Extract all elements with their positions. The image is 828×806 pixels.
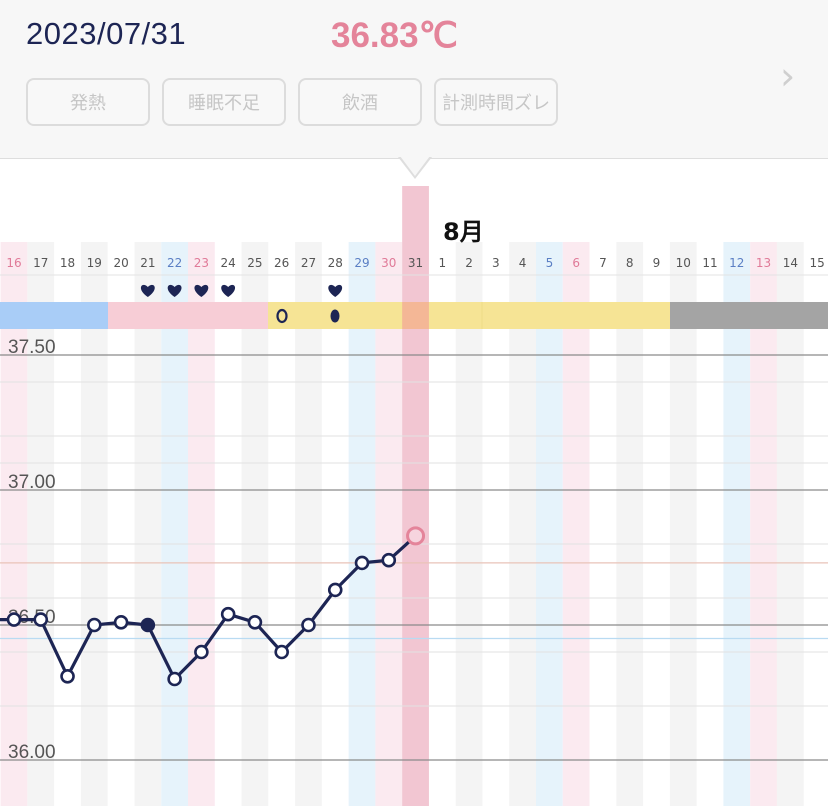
record-temperature: 36.83℃ (331, 16, 458, 55)
day-column (562, 242, 590, 806)
day-column (776, 242, 804, 806)
day-label[interactable]: 27 (301, 256, 316, 270)
day-label[interactable]: 3 (492, 256, 500, 270)
day-label[interactable]: 6 (572, 256, 580, 270)
day-label[interactable]: 4 (519, 256, 527, 270)
ovulation-predicted-icon (276, 308, 288, 324)
temperature-point[interactable] (381, 552, 397, 568)
day-label[interactable]: 25 (247, 256, 262, 270)
temperature-point[interactable] (140, 617, 156, 633)
temperature-point[interactable] (167, 671, 182, 687)
tag-fever-button[interactable]: 発熱 (26, 78, 150, 126)
day-label[interactable]: 9 (653, 256, 661, 270)
record-header: 2023/07/31 36.83℃ 発熱 睡眠不足 飲酒 計測時間ズレ › (0, 0, 828, 159)
temperature-point[interactable] (6, 612, 22, 627)
day-label[interactable]: 15 (809, 256, 824, 270)
day-column (669, 242, 697, 806)
tag-sleep-deprivation-button[interactable]: 睡眠不足 (162, 78, 286, 126)
day-label[interactable]: 5 (546, 256, 554, 270)
day-column (80, 242, 108, 806)
day-label[interactable]: 14 (783, 256, 798, 270)
phase-bar-period[interactable] (0, 302, 108, 329)
day-label[interactable]: 23 (194, 256, 209, 270)
day-label[interactable]: 8 (626, 256, 634, 270)
tag-drinking-button[interactable]: 飲酒 (298, 78, 422, 126)
heart-icon (328, 284, 343, 297)
day-column (0, 242, 28, 806)
day-pointer-fill (400, 156, 430, 176)
day-label[interactable]: 24 (221, 256, 236, 270)
day-column (723, 242, 751, 806)
y-tick-label: 36.00 (8, 742, 56, 763)
day-label[interactable]: 26 (274, 256, 289, 270)
day-label[interactable]: 19 (87, 256, 102, 270)
y-tick-label: 37.00 (8, 472, 56, 493)
day-label[interactable]: 16 (6, 256, 21, 270)
day-label[interactable]: 30 (381, 256, 396, 270)
day-column (134, 242, 162, 806)
record-date: 2023/07/31 (26, 16, 187, 51)
heart-icon (194, 284, 209, 297)
chevron-right-icon[interactable]: › (780, 54, 796, 98)
heart-icon (221, 284, 236, 297)
day-column (375, 242, 403, 806)
day-label[interactable]: 18 (60, 256, 75, 270)
day-label[interactable]: 22 (167, 256, 182, 270)
day-label[interactable]: 21 (140, 256, 155, 270)
day-label[interactable]: 20 (113, 256, 128, 270)
selected-day-band[interactable] (402, 186, 429, 806)
day-label[interactable]: 7 (599, 256, 607, 270)
day-label[interactable]: 17 (33, 256, 48, 270)
temperature-point[interactable] (113, 614, 129, 630)
day-label[interactable]: 10 (676, 256, 691, 270)
temperature-point[interactable] (33, 612, 49, 627)
month-label: 8月 (443, 218, 484, 246)
day-column (27, 242, 55, 806)
temperature-point[interactable] (274, 644, 290, 660)
phase-bar-selected (402, 302, 429, 329)
day-label[interactable]: 28 (328, 256, 343, 270)
temperature-point[interactable] (220, 606, 236, 622)
day-column (188, 242, 215, 806)
temperature-point[interactable] (60, 668, 75, 684)
day-column (536, 242, 563, 806)
day-label[interactable]: 2 (465, 256, 473, 270)
day-label[interactable]: 12 (729, 256, 744, 270)
temperature-point[interactable] (301, 617, 316, 633)
day-column (241, 242, 269, 806)
temperature-point[interactable] (327, 582, 343, 598)
day-label[interactable]: 1 (438, 256, 446, 270)
day-column (616, 242, 644, 806)
tag-time-deviation-button[interactable]: 計測時間ズレ (434, 78, 558, 126)
day-label[interactable]: 11 (702, 256, 717, 270)
phase-bar-predicted[interactable] (670, 302, 828, 329)
temperature-point[interactable] (354, 555, 370, 571)
day-column (161, 242, 189, 806)
day-column (455, 242, 483, 806)
selected-temperature-point[interactable] (406, 526, 426, 546)
day-column (295, 242, 322, 806)
day-column (509, 242, 537, 806)
temperature-point[interactable] (87, 617, 102, 633)
heart-icon (167, 284, 182, 297)
day-label[interactable]: 31 (408, 256, 423, 270)
y-tick-label: 37.50 (8, 337, 56, 358)
day-label[interactable]: 13 (756, 256, 771, 270)
day-column (348, 242, 376, 806)
ovulation-icon (330, 309, 340, 323)
day-label[interactable]: 29 (354, 256, 369, 270)
temperature-point[interactable] (194, 644, 209, 660)
phase-bar-follicular[interactable] (108, 302, 268, 329)
day-column (750, 242, 777, 806)
heart-icon (140, 284, 155, 297)
phase-bar-luteal[interactable] (268, 302, 670, 329)
temperature-point[interactable] (247, 614, 263, 630)
